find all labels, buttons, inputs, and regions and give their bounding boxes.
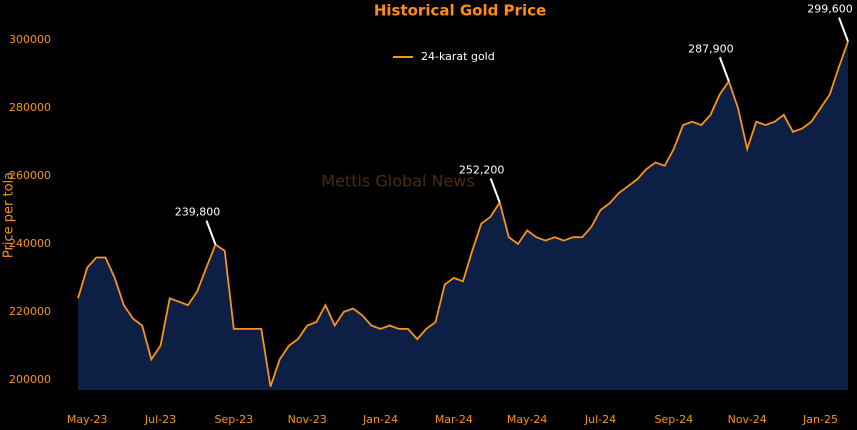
data-label: 287,900 bbox=[688, 42, 734, 55]
y-axis-label: Price per tola bbox=[2, 172, 17, 258]
x-tick-label: Jul-23 bbox=[144, 413, 176, 426]
y-tick-label: 260000 bbox=[9, 169, 51, 182]
annotation-pointer bbox=[205, 220, 217, 245]
x-tick-label: May-23 bbox=[67, 413, 108, 426]
annotation-pointer bbox=[718, 56, 730, 82]
x-tick-label: May-24 bbox=[507, 413, 548, 426]
chart-title: Historical Gold Price bbox=[374, 2, 546, 20]
legend-label: 24-karat gold bbox=[421, 50, 495, 63]
area bbox=[78, 41, 848, 390]
line bbox=[77, 41, 849, 387]
watermark: Mettis Global News bbox=[321, 172, 474, 191]
x-tick-label: Nov-23 bbox=[288, 413, 327, 426]
x-tick-label: Jan-25 bbox=[802, 413, 838, 426]
y-tick-label: 240000 bbox=[9, 237, 51, 250]
data-label: 299,600 bbox=[807, 3, 853, 16]
x-tick-label: Sep-24 bbox=[654, 413, 693, 426]
x-tick-label: Jul-24 bbox=[584, 413, 616, 426]
x-tick-label: Sep-23 bbox=[214, 413, 253, 426]
annotation-pointer bbox=[489, 178, 501, 203]
y-tick-label: 220000 bbox=[9, 305, 51, 318]
x-tick-label: Jan-24 bbox=[362, 413, 398, 426]
y-tick-label: 300000 bbox=[9, 33, 51, 46]
annotation-pointer bbox=[838, 17, 849, 42]
y-tick-label: 280000 bbox=[9, 101, 51, 114]
x-tick-label: Mar-24 bbox=[435, 413, 473, 426]
data-label: 239,800 bbox=[175, 206, 221, 219]
x-tick-label: Nov-24 bbox=[728, 413, 767, 426]
y-tick-label: 200000 bbox=[9, 373, 51, 386]
data-label: 252,200 bbox=[459, 164, 505, 177]
